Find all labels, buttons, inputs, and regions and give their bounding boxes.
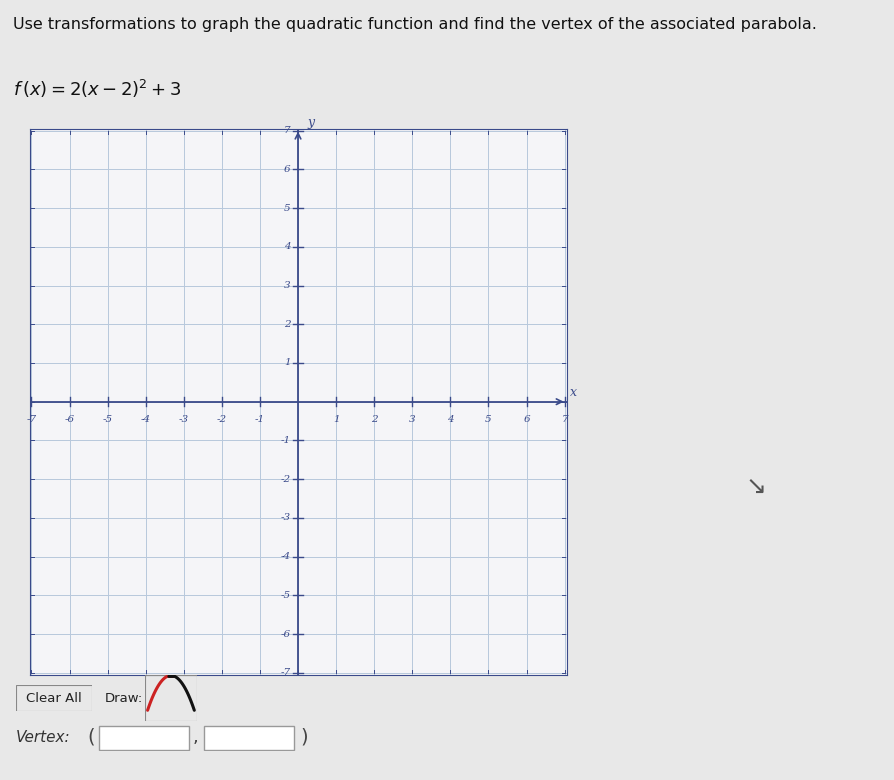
Text: 3: 3 [409, 415, 415, 424]
Text: Clear All: Clear All [26, 692, 82, 704]
Text: -3: -3 [179, 415, 189, 424]
Text: 1: 1 [283, 359, 290, 367]
Text: 2: 2 [370, 415, 377, 424]
Text: -4: -4 [280, 552, 290, 561]
Text: y: y [308, 115, 315, 129]
Text: -5: -5 [280, 590, 290, 600]
Text: -5: -5 [103, 415, 113, 424]
Text: -3: -3 [280, 513, 290, 523]
Text: 7: 7 [283, 126, 290, 135]
Text: ): ) [300, 728, 308, 746]
Text: 6: 6 [523, 415, 529, 424]
Text: Draw:: Draw: [105, 692, 143, 704]
Text: Use transformations to graph the quadratic function and find the vertex of the a: Use transformations to graph the quadrat… [13, 17, 816, 32]
Text: -7: -7 [280, 668, 290, 677]
Text: 5: 5 [283, 204, 290, 213]
Text: 7: 7 [561, 415, 568, 424]
Text: -1: -1 [255, 415, 265, 424]
Text: -4: -4 [140, 415, 150, 424]
Text: 6: 6 [283, 165, 290, 174]
Text: -2: -2 [216, 415, 227, 424]
Text: -6: -6 [280, 629, 290, 639]
Text: x: x [569, 385, 577, 399]
Text: -1: -1 [280, 436, 290, 445]
Text: 3: 3 [283, 281, 290, 290]
Text: 4: 4 [283, 243, 290, 251]
Text: (: ( [88, 728, 95, 746]
Text: 4: 4 [447, 415, 453, 424]
Text: $f\,(x) = 2(x-2)^{2}+3$: $f\,(x) = 2(x-2)^{2}+3$ [13, 78, 181, 100]
Text: ,: , [192, 728, 198, 746]
Text: -2: -2 [280, 475, 290, 484]
Text: 5: 5 [485, 415, 491, 424]
Text: -6: -6 [64, 415, 74, 424]
Text: -7: -7 [26, 415, 37, 424]
Text: 1: 1 [333, 415, 339, 424]
Text: 2: 2 [283, 320, 290, 328]
Text: Vertex:: Vertex: [16, 729, 71, 745]
Text: ↘: ↘ [745, 476, 766, 499]
